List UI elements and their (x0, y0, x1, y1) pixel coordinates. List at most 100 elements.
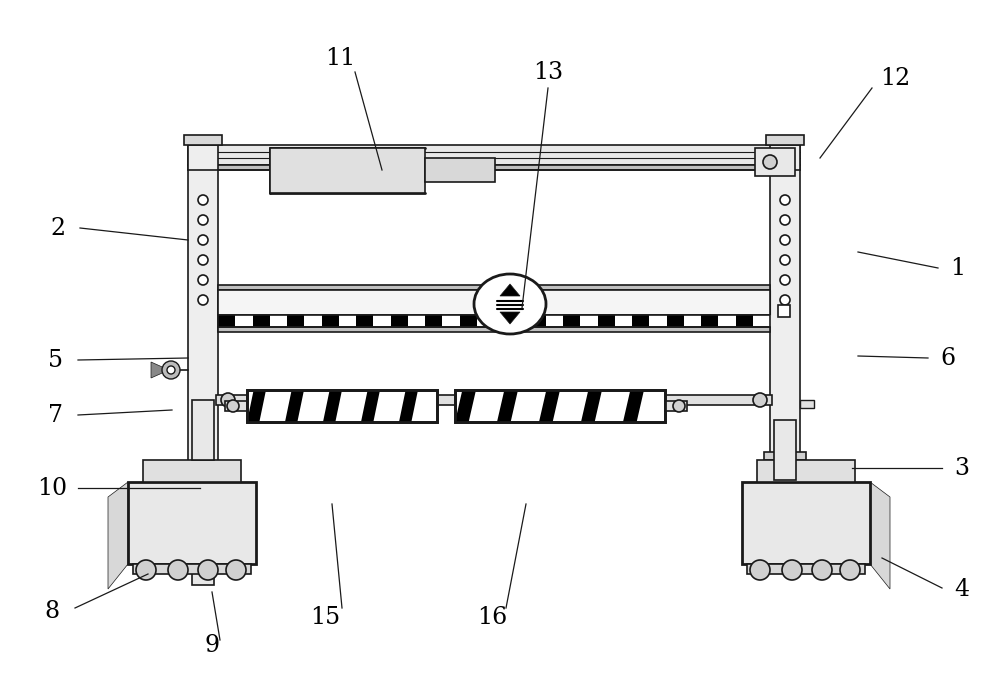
Polygon shape (247, 390, 266, 422)
Circle shape (162, 361, 180, 379)
Circle shape (812, 560, 832, 580)
Text: 8: 8 (44, 600, 60, 624)
Circle shape (227, 400, 239, 412)
Bar (546, 315, 564, 327)
Circle shape (780, 295, 790, 305)
Text: 7: 7 (48, 403, 63, 427)
Bar (218, 327, 770, 332)
Circle shape (673, 400, 685, 412)
Bar (287, 315, 305, 327)
Bar (753, 315, 770, 327)
Bar (188, 145, 800, 165)
Bar (766, 135, 804, 145)
Polygon shape (399, 390, 418, 422)
Bar (455, 390, 665, 422)
Text: 2: 2 (50, 216, 66, 240)
Text: 16: 16 (477, 607, 507, 629)
Circle shape (750, 560, 770, 580)
Bar (133, 564, 251, 574)
Circle shape (198, 195, 208, 205)
Polygon shape (539, 390, 560, 422)
Text: 12: 12 (880, 67, 910, 89)
Bar (128, 482, 256, 564)
Circle shape (780, 235, 790, 245)
Polygon shape (497, 390, 518, 422)
Bar (755, 148, 795, 176)
Bar (247, 390, 437, 422)
Circle shape (168, 560, 188, 580)
Text: 1: 1 (950, 256, 966, 280)
Polygon shape (151, 362, 169, 378)
Text: 4: 4 (954, 578, 970, 602)
Text: 13: 13 (533, 60, 563, 84)
Bar (632, 315, 650, 327)
Circle shape (198, 215, 208, 225)
Bar (764, 452, 806, 460)
Bar (253, 315, 270, 327)
Bar (218, 285, 770, 290)
Circle shape (780, 275, 790, 285)
Text: 10: 10 (37, 477, 67, 499)
Bar (339, 315, 357, 327)
Circle shape (221, 393, 235, 407)
Polygon shape (361, 390, 380, 422)
Bar (247, 390, 437, 422)
Bar (391, 315, 408, 327)
Bar (736, 315, 753, 327)
Bar (218, 290, 770, 315)
Bar (184, 135, 222, 145)
Bar (747, 564, 865, 574)
Bar (665, 401, 687, 411)
Bar (666, 315, 684, 327)
Polygon shape (285, 390, 304, 422)
Ellipse shape (474, 274, 546, 334)
Bar (615, 315, 633, 327)
Bar (774, 420, 796, 480)
Bar (778, 305, 790, 317)
Bar (218, 315, 236, 327)
Bar (188, 145, 218, 525)
Bar (425, 158, 495, 182)
Bar (235, 315, 253, 327)
Bar (188, 165, 800, 170)
Circle shape (167, 366, 175, 374)
Bar (143, 460, 241, 482)
Circle shape (198, 560, 218, 580)
Bar (563, 315, 581, 327)
Bar (649, 315, 667, 327)
Bar (356, 315, 374, 327)
Bar (442, 315, 460, 327)
Polygon shape (870, 482, 890, 589)
Circle shape (763, 155, 777, 169)
Bar (460, 315, 477, 327)
Bar (494, 315, 512, 327)
Circle shape (198, 235, 208, 245)
Circle shape (198, 255, 208, 265)
Bar (408, 315, 426, 327)
Bar (192, 400, 214, 460)
Circle shape (753, 393, 767, 407)
Bar (718, 315, 736, 327)
Bar (684, 315, 702, 327)
Text: 3: 3 (954, 456, 970, 480)
Circle shape (780, 195, 790, 205)
Circle shape (840, 560, 860, 580)
Bar (425, 315, 443, 327)
Bar (225, 401, 247, 411)
Text: 5: 5 (48, 348, 63, 372)
Circle shape (780, 255, 790, 265)
Bar (455, 390, 665, 422)
Bar (528, 315, 546, 327)
Bar (778, 455, 792, 515)
Bar (511, 315, 529, 327)
Bar (598, 315, 615, 327)
Text: 11: 11 (325, 47, 355, 69)
Bar (192, 525, 214, 585)
Polygon shape (108, 482, 128, 589)
Text: 15: 15 (310, 607, 340, 629)
Circle shape (198, 295, 208, 305)
Circle shape (136, 560, 156, 580)
Bar (304, 315, 322, 327)
Polygon shape (323, 390, 342, 422)
Bar (270, 315, 288, 327)
